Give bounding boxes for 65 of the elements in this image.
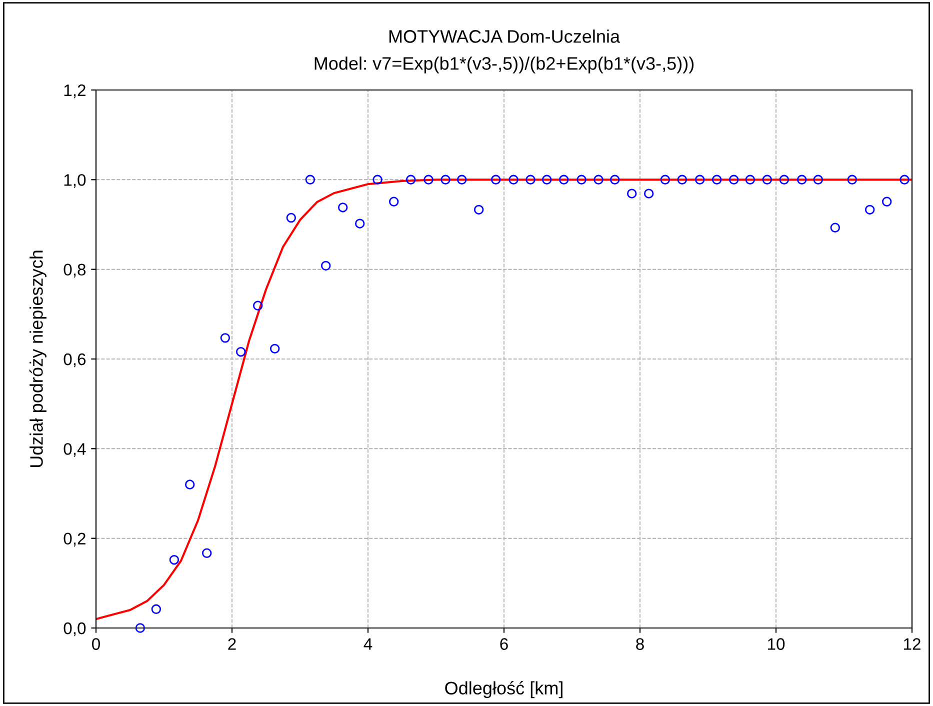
point xyxy=(728,174,739,185)
point xyxy=(490,174,501,185)
point xyxy=(864,204,875,215)
point xyxy=(712,174,722,185)
point xyxy=(542,174,552,185)
point xyxy=(151,604,162,614)
point xyxy=(236,346,246,357)
x-tick-label: 6 xyxy=(500,638,508,650)
point xyxy=(406,174,416,185)
point xyxy=(900,174,910,185)
line-series xyxy=(96,178,912,620)
point xyxy=(135,623,146,633)
x-axis-title: Odległość [km] xyxy=(445,681,562,698)
point xyxy=(270,344,280,354)
y-tick-label: 0,4 xyxy=(64,443,86,457)
point xyxy=(576,174,586,185)
point xyxy=(474,204,484,215)
x-tick-label: 2 xyxy=(228,638,236,650)
point xyxy=(694,174,705,185)
point xyxy=(677,174,688,185)
point xyxy=(626,188,637,198)
chart-subtitle: Model: v7=Exp(b1*(v3-,5))/(b2+Exp(b1*(v3-,5))) xyxy=(314,56,694,74)
point xyxy=(779,174,790,185)
point xyxy=(388,196,399,206)
point xyxy=(830,222,840,232)
point xyxy=(594,174,604,185)
y-axis-title: Udział podróży niepieszych xyxy=(29,250,46,467)
point xyxy=(610,174,620,185)
point xyxy=(320,260,331,271)
point xyxy=(169,554,180,565)
point xyxy=(796,174,807,185)
point xyxy=(305,174,316,185)
point xyxy=(762,174,772,185)
point xyxy=(644,188,654,198)
y-tick-label: 0,8 xyxy=(64,264,86,278)
point xyxy=(184,480,195,490)
x-tick-label: 0 xyxy=(92,638,100,650)
point xyxy=(202,548,212,558)
point xyxy=(456,174,467,185)
x-tick-label: 8 xyxy=(636,638,644,650)
x-tick-label: 4 xyxy=(364,638,372,650)
point xyxy=(526,174,536,185)
point xyxy=(847,174,858,185)
point xyxy=(660,174,670,185)
y-tick-label: 0,2 xyxy=(64,532,86,547)
point xyxy=(508,174,518,185)
point xyxy=(338,202,348,212)
point xyxy=(220,333,230,343)
x-tick-label: 12 xyxy=(904,638,920,650)
point xyxy=(745,174,756,185)
y-tick-label: 0,6 xyxy=(64,353,86,368)
point xyxy=(372,174,382,185)
y-tick-label: 1,0 xyxy=(64,174,86,188)
chart-title: MOTYWACJA Dom-Uczelnia xyxy=(389,30,620,43)
x-tick-label: 10 xyxy=(768,638,785,650)
y-tick-label: 1,2 xyxy=(64,84,86,98)
point xyxy=(558,174,569,185)
y-tick-label: 0,0 xyxy=(64,622,86,636)
point xyxy=(424,174,434,185)
point xyxy=(252,300,263,311)
point xyxy=(354,218,365,228)
point xyxy=(882,196,892,206)
point xyxy=(440,174,450,185)
point xyxy=(813,174,824,185)
point xyxy=(286,212,296,223)
